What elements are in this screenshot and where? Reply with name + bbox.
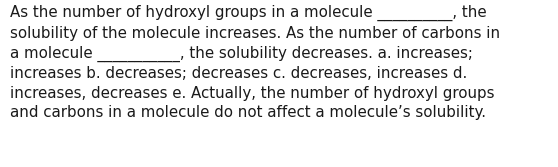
Text: As the number of hydroxyl groups in a molecule __________, the
solubility of the: As the number of hydroxyl groups in a mo… — [10, 5, 500, 120]
